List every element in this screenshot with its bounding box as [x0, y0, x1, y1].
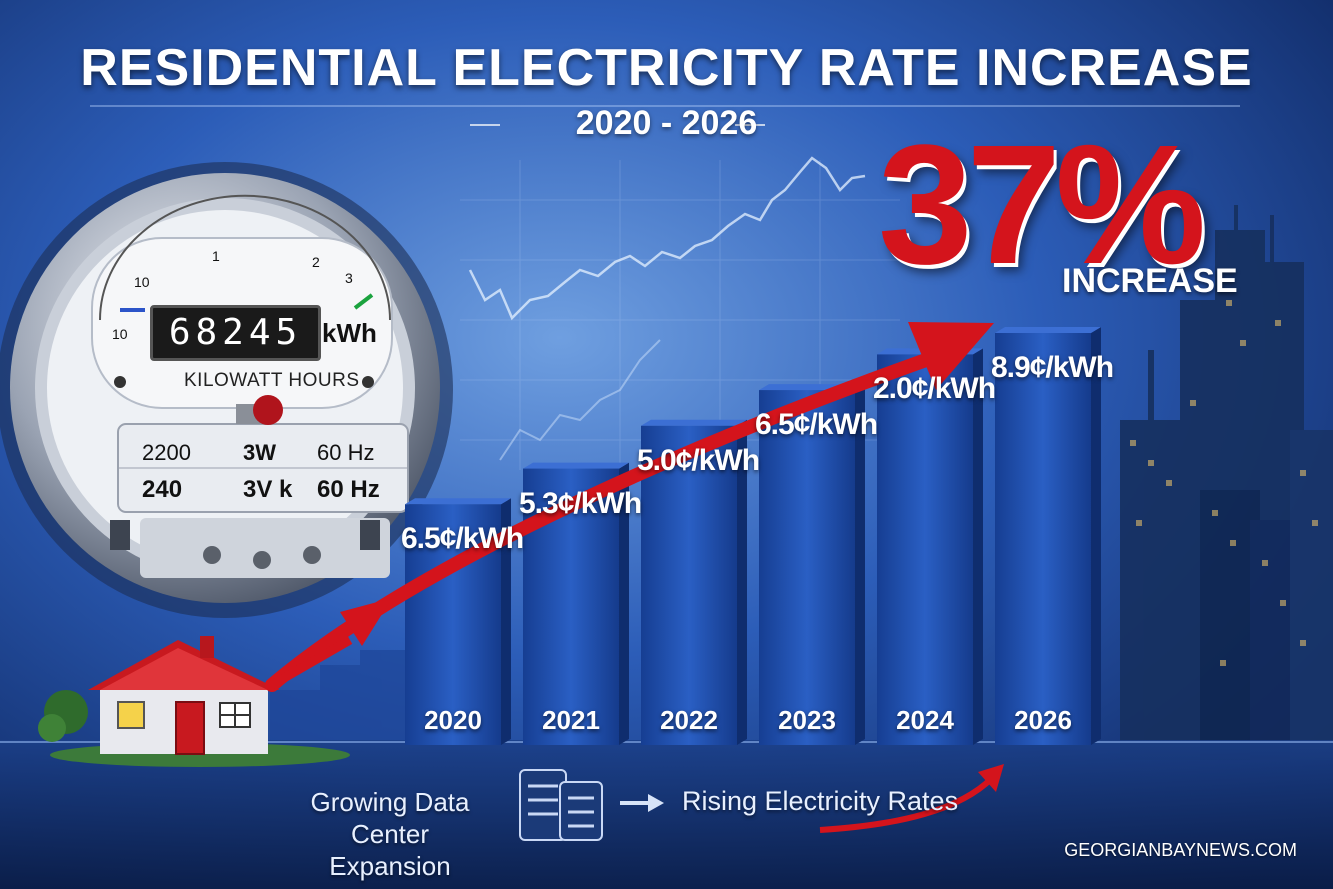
bar-side [855, 384, 865, 745]
bar-2022 [641, 425, 737, 745]
house-icon [38, 636, 350, 767]
trend-line [468, 156, 866, 321]
server-rack-icon [519, 769, 603, 841]
meter-spec: 240 [142, 476, 183, 503]
bar-series [405, 327, 1101, 745]
meter-dial-number: 10 [134, 274, 150, 290]
bar-category-label: 2026 [1014, 705, 1072, 735]
city-skyline-icon [1120, 205, 1333, 760]
bar-top [641, 419, 747, 426]
rising-arrow-icon [819, 764, 1004, 833]
meter-dial-number: 2 [312, 254, 320, 270]
bar-category-label: 2023 [778, 705, 836, 735]
bar-category-label: 2021 [542, 705, 600, 735]
source-credit: GEORGIANBAYNEWS.COM [1064, 840, 1297, 860]
background-steps [270, 650, 410, 740]
flow-effect-label: Rising Electricity Rates [682, 786, 959, 816]
meter-dial-number: 1 [212, 248, 220, 264]
meter-dial-number: 3 [345, 270, 353, 286]
bar-top [523, 462, 629, 469]
bar-2024 [877, 354, 973, 745]
bar-side [1091, 327, 1101, 745]
increase-percentage: 37% [878, 110, 1206, 300]
bar-value-label: 5.0¢/kWh [637, 443, 760, 477]
bar-top [405, 498, 511, 505]
building-windows [1130, 300, 1318, 666]
meter-spec: 3V k [243, 476, 293, 503]
chart-title: RESIDENTIAL ELECTRICITY RATE INCREASE [80, 39, 1253, 97]
meter-spec: 60 Hz [317, 476, 380, 503]
meter-dial-number: 10 [112, 326, 128, 342]
bar-category-label: 2020 [424, 705, 482, 735]
meter-unit: kWh [322, 318, 377, 348]
flow-cause-line2: Expansion [329, 851, 451, 881]
bar-2026 [995, 333, 1091, 745]
bar-value-label: 2.0¢/kWh [873, 372, 996, 406]
electric-meter-icon [0, 162, 453, 618]
chart-subtitle: 2020 - 2026 [575, 104, 758, 142]
flow-cause-label: Growing Data Center Expansion [270, 786, 510, 882]
flow-cause-line1: Growing Data Center [310, 787, 470, 849]
increase-label: INCREASE [1062, 262, 1238, 300]
meter-spec: 60 Hz [317, 440, 375, 465]
bar-top [995, 327, 1101, 333]
bar-2023 [759, 390, 855, 745]
bar-value-label: 5.3¢/kWh [519, 486, 642, 520]
meter-reading: 68245 [150, 305, 321, 361]
trend-arrow-icon [265, 322, 994, 692]
meter-label: KILOWATT HOURS [184, 370, 360, 391]
background-grid [460, 160, 900, 470]
bar-value-label: 6.5¢/kWh [755, 408, 878, 442]
right-arrow-icon [620, 794, 664, 812]
bar-side [501, 498, 511, 745]
bar-side [737, 419, 747, 745]
bar-value-label: 6.5¢/kWh [401, 522, 524, 556]
bar-side [973, 348, 983, 745]
bar-value-label: 8.9¢/kWh [991, 351, 1114, 384]
trend-line-faint [499, 339, 661, 461]
bar-category-label: 2024 [896, 705, 954, 735]
bar-category-label: 2022 [660, 705, 718, 735]
meter-spec: 2200 [142, 440, 191, 465]
bar-side [619, 462, 629, 745]
meter-spec: 3W [243, 440, 276, 465]
